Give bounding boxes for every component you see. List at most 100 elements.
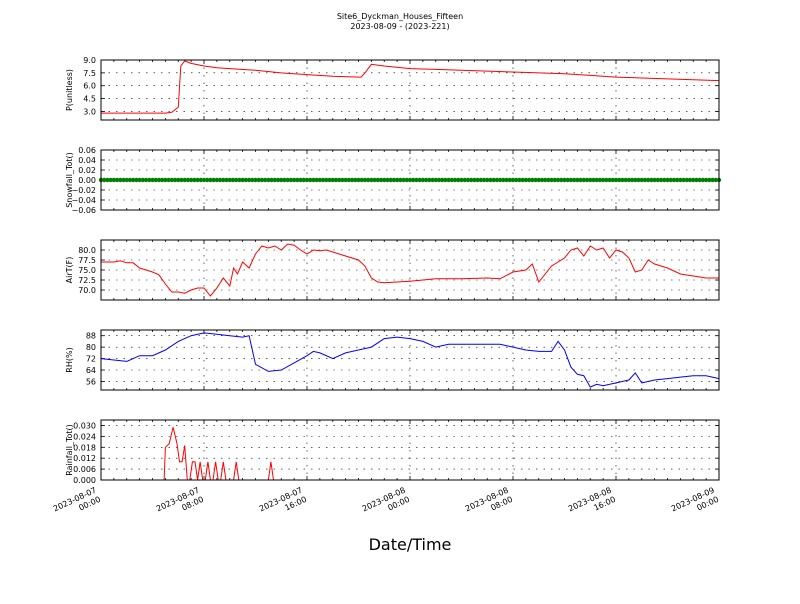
y-tick-label: 0.00: [78, 176, 96, 185]
data-point: [591, 177, 596, 183]
y-axis-label: RH(%): [65, 347, 74, 372]
data-point: [311, 177, 316, 183]
y-tick-label: 75.0: [78, 266, 96, 275]
data-point: [491, 177, 496, 183]
data-point: [233, 177, 239, 183]
data-point: [430, 177, 435, 183]
data-point: [523, 177, 529, 183]
data-point: [620, 177, 625, 183]
data-point: [102, 177, 107, 183]
data-point: [552, 177, 558, 183]
y-tick-label: 0.04: [78, 156, 96, 165]
y-tick-label: 0.006: [73, 465, 96, 474]
data-point: [546, 177, 551, 183]
data-point: [411, 177, 416, 183]
data-point: [459, 177, 464, 183]
data-point: [140, 177, 146, 183]
data-point: [588, 177, 593, 183]
y-tick-label: 0.012: [73, 454, 96, 463]
data-point: [607, 177, 612, 183]
data-point: [227, 177, 232, 183]
x-tick-label: 2023-08-0708:00: [155, 486, 205, 523]
data-point: [671, 177, 677, 183]
data-point: [272, 177, 278, 183]
data-point: [127, 177, 133, 183]
x-tick-label: 2023-08-0716:00: [258, 486, 308, 523]
y-tick-label: 88: [86, 332, 96, 341]
data-point: [353, 177, 358, 183]
data-point: [684, 177, 690, 183]
data-point: [417, 177, 422, 183]
data-point: [468, 177, 474, 183]
data-point: [633, 177, 638, 183]
data-point: [262, 177, 268, 183]
plot-frame: [100, 419, 720, 481]
data-point: [575, 177, 580, 183]
data-point: [118, 177, 123, 183]
data-point: [623, 177, 628, 183]
data-point: [687, 177, 693, 183]
data-point: [124, 177, 129, 183]
series-line: [101, 243, 719, 297]
data-point: [163, 177, 168, 183]
data-point: [504, 177, 509, 183]
data-point: [581, 177, 587, 183]
panel-4: 56 64 72 80 88 RH(%): [65, 329, 720, 391]
data-point: [179, 177, 184, 183]
panel-5: 0.000 0.006 0.012 0.018 0.024 0.030Rainfall_T…: [65, 419, 720, 485]
data-point: [652, 177, 657, 183]
y-tick-label: 0.02: [78, 166, 96, 175]
data-point: [153, 177, 158, 183]
data-point: [436, 177, 442, 183]
data-point: [176, 177, 181, 183]
data-point: [481, 177, 487, 183]
y-tick-label: 0.06: [78, 146, 96, 155]
data-point: [159, 177, 165, 183]
data-point: [137, 177, 142, 183]
data-point: [166, 177, 171, 183]
data-point: [555, 177, 561, 183]
panel-1: 3.0 4.5 6.0 7.5 9.0 P(unitless): [65, 56, 720, 121]
data-point: [610, 177, 615, 183]
data-point: [645, 177, 651, 183]
chart-title-line2: 2023-08-09 - (2023-221): [350, 22, 449, 31]
data-point: [269, 177, 274, 183]
data-point: [539, 177, 545, 183]
data-point: [514, 177, 519, 183]
data-point: [562, 177, 567, 183]
data-point: [324, 177, 329, 183]
data-point: [362, 177, 368, 183]
panels-group: 3.0 4.5 6.0 7.5 9.0 P(unitless) −0.06−0.04−0.0…: [65, 56, 722, 485]
data-point: [594, 177, 599, 183]
y-tick-label: 0.000: [73, 476, 96, 485]
data-point: [568, 177, 574, 183]
y-tick-label: 4.5: [83, 95, 96, 104]
data-point: [282, 177, 287, 183]
data-point: [439, 177, 445, 183]
x-tick-label: 2023-08-0900:00: [670, 486, 720, 523]
data-point: [707, 177, 712, 183]
data-point: [298, 177, 303, 183]
data-point: [697, 177, 702, 183]
data-point: [394, 177, 400, 183]
data-point: [143, 177, 149, 183]
plot-frame: [100, 149, 720, 211]
data-point: [121, 177, 126, 183]
data-point: [462, 177, 467, 183]
data-point: [291, 177, 297, 183]
data-point: [304, 177, 310, 183]
data-point: [343, 177, 348, 183]
x-tick-label: 2023-08-0800:00: [361, 486, 411, 523]
data-point: [340, 177, 345, 183]
data-point: [108, 177, 113, 183]
data-point: [349, 177, 355, 183]
data-point: [314, 177, 319, 183]
y-tick-label: 0.018: [73, 443, 96, 452]
plot-frame: [100, 239, 720, 301]
data-point: [501, 177, 506, 183]
data-point: [111, 177, 117, 183]
data-point: [423, 177, 429, 183]
data-point: [214, 177, 220, 183]
data-point: [691, 177, 696, 183]
